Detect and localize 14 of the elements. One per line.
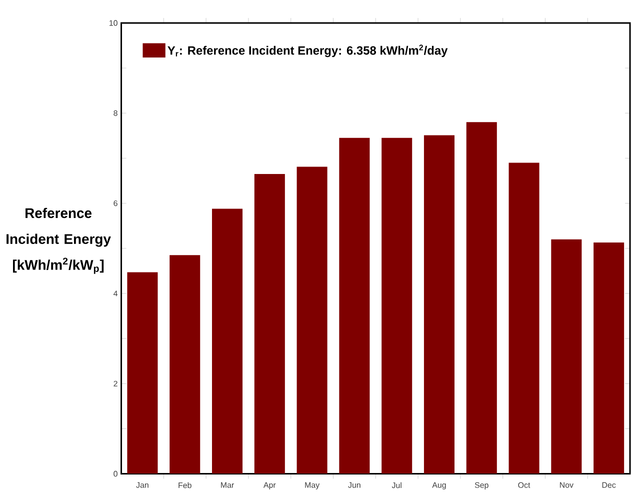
bar <box>127 272 158 474</box>
bar <box>212 208 243 474</box>
bar <box>551 239 582 474</box>
bar <box>339 138 370 474</box>
bar <box>296 166 328 474</box>
y-axis-title: Reference Incident Energy [kWh/m$^{2}$/kW$_{p}$] <box>6 208 111 274</box>
bar <box>466 122 497 474</box>
bar <box>170 255 200 474</box>
bar <box>254 174 285 474</box>
bar <box>424 135 454 474</box>
legend-label: Y$_{r}$: Reference Incident Energy: 6.358 kWh/m$^{2}$/day <box>168 44 448 58</box>
bar <box>594 242 624 474</box>
bar <box>382 138 412 474</box>
bar <box>508 162 540 474</box>
